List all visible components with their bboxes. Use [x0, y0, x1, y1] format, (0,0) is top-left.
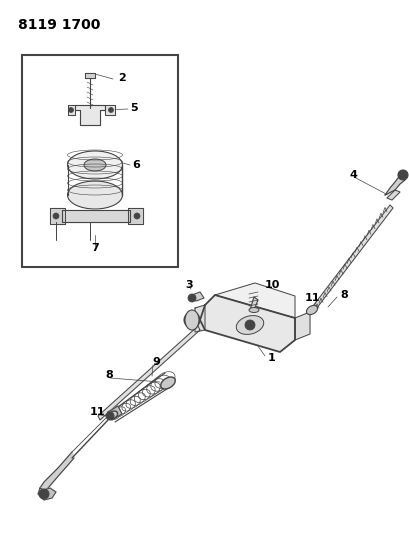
- Ellipse shape: [67, 181, 122, 209]
- Polygon shape: [294, 312, 309, 340]
- Circle shape: [188, 294, 196, 302]
- Polygon shape: [309, 205, 392, 313]
- Text: 7: 7: [91, 243, 99, 253]
- Text: 9: 9: [152, 357, 160, 367]
- Text: 8: 8: [339, 290, 347, 300]
- Ellipse shape: [160, 377, 175, 389]
- Text: 1: 1: [267, 353, 275, 363]
- Circle shape: [108, 108, 113, 112]
- Polygon shape: [38, 488, 56, 500]
- Polygon shape: [214, 283, 294, 318]
- Circle shape: [106, 412, 114, 420]
- Polygon shape: [98, 326, 200, 420]
- Text: 5: 5: [130, 103, 137, 113]
- Polygon shape: [128, 208, 143, 224]
- Polygon shape: [50, 208, 65, 224]
- Polygon shape: [195, 305, 204, 332]
- Polygon shape: [40, 452, 74, 492]
- Polygon shape: [68, 105, 75, 115]
- Polygon shape: [75, 105, 105, 125]
- Text: 6: 6: [132, 160, 139, 170]
- Polygon shape: [85, 73, 95, 78]
- Text: 10: 10: [264, 280, 280, 290]
- Circle shape: [184, 312, 200, 328]
- Text: 2: 2: [118, 73, 126, 83]
- Polygon shape: [191, 292, 204, 301]
- Circle shape: [245, 320, 254, 330]
- Polygon shape: [105, 105, 115, 115]
- Ellipse shape: [84, 159, 106, 171]
- Ellipse shape: [184, 310, 198, 330]
- Ellipse shape: [236, 316, 263, 334]
- Circle shape: [39, 489, 49, 499]
- Polygon shape: [386, 190, 399, 200]
- Ellipse shape: [248, 308, 258, 312]
- Bar: [22, 55, 178, 267]
- Circle shape: [68, 108, 73, 112]
- Text: 8: 8: [105, 370, 112, 380]
- Polygon shape: [62, 210, 130, 222]
- Circle shape: [397, 170, 407, 180]
- Text: 11: 11: [304, 293, 320, 303]
- Polygon shape: [384, 175, 404, 195]
- Text: 11: 11: [90, 407, 105, 417]
- Polygon shape: [200, 295, 294, 352]
- Text: 4: 4: [349, 170, 357, 180]
- Polygon shape: [108, 406, 122, 420]
- Ellipse shape: [306, 305, 317, 314]
- Circle shape: [53, 213, 59, 219]
- Polygon shape: [249, 297, 257, 310]
- Text: 8119 1700: 8119 1700: [18, 18, 100, 32]
- Circle shape: [134, 213, 139, 219]
- Text: 3: 3: [184, 280, 192, 290]
- Ellipse shape: [108, 411, 117, 419]
- Ellipse shape: [67, 151, 122, 179]
